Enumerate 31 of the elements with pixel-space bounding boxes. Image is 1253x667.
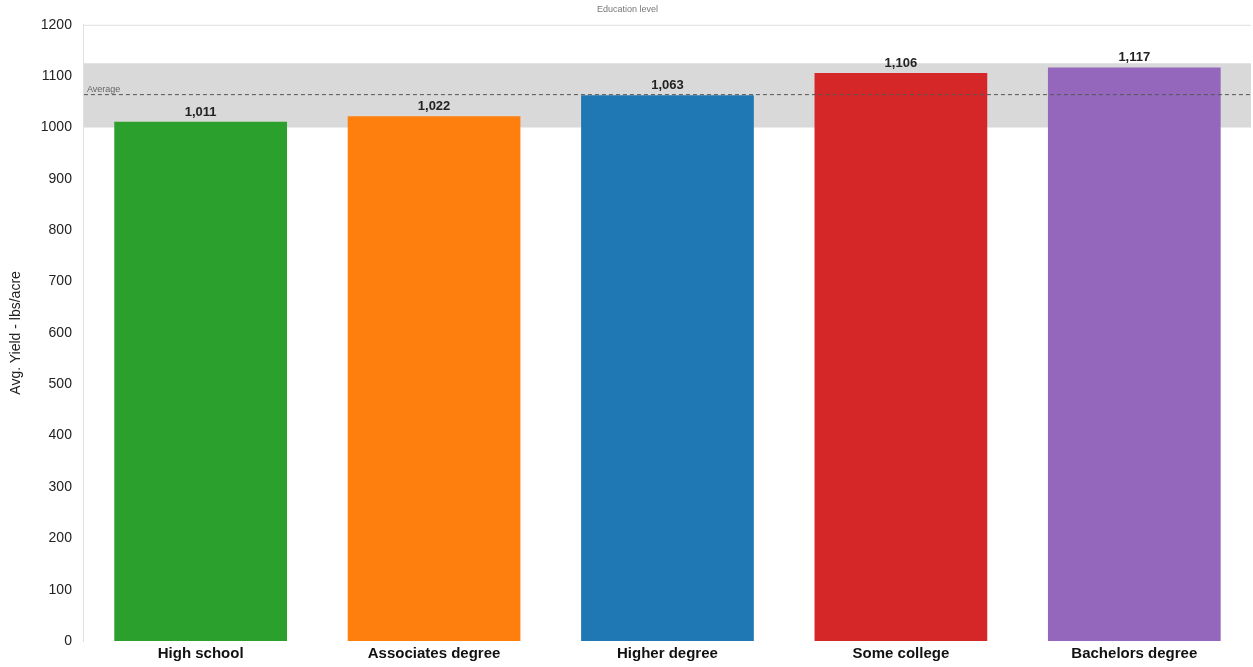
chart-title: Education level <box>596 3 659 14</box>
x-tick-label: Associates degree <box>367 644 501 662</box>
y-tick-label: 300 <box>48 477 73 494</box>
y-tick-label: 0 <box>64 631 73 648</box>
y-axis-title: Avg. Yield - lbs/acre <box>7 270 24 395</box>
bar <box>1047 67 1221 641</box>
y-tick-label: 400 <box>48 426 73 443</box>
y-tick-label: 1200 <box>40 15 73 32</box>
y-tick-label: 1100 <box>41 67 73 84</box>
x-tick-label: Higher degree <box>617 644 718 662</box>
data-label: 1,117 <box>1118 49 1151 65</box>
x-tick-label: High school <box>157 644 244 662</box>
x-tick-label: Some college <box>852 644 950 662</box>
data-label: 1,106 <box>884 55 918 71</box>
y-tick-label: 600 <box>48 323 73 340</box>
bar <box>814 73 988 641</box>
y-tick-label: 800 <box>48 221 73 238</box>
y-tick-label: 500 <box>48 375 73 392</box>
y-tick-label: 900 <box>48 169 73 186</box>
y-tick-label: 1000 <box>40 118 73 135</box>
x-tick-label: Bachelors degree <box>1071 644 1198 662</box>
bar <box>581 95 754 641</box>
bar <box>114 121 288 641</box>
y-tick-label: 200 <box>48 529 73 546</box>
bar <box>347 116 521 641</box>
data-label: 1,022 <box>417 98 451 114</box>
data-label: 1,011 <box>184 103 217 119</box>
y-tick-label: 100 <box>48 580 73 597</box>
data-label: 1,063 <box>651 77 684 93</box>
y-tick-label: 700 <box>48 272 73 289</box>
ref-line-label: Average <box>86 83 121 94</box>
